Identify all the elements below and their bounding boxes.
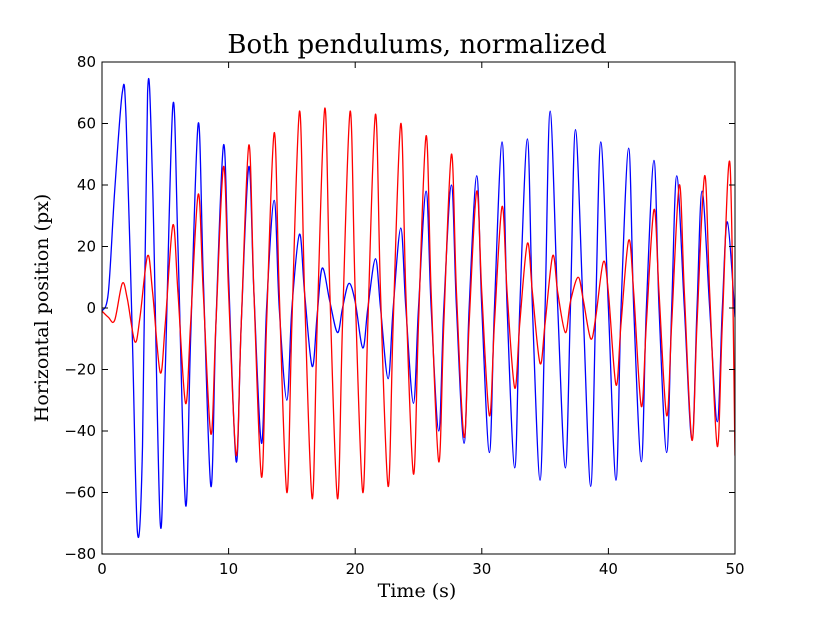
x-tick-label: 40 (599, 560, 618, 578)
y-tick-label: −80 (64, 545, 96, 563)
plot-area: 0 10 20 30 40 50 −80 −60 −40 −20 0 20 40 60 80 (64, 53, 744, 578)
y-tick-label: −60 (64, 484, 96, 502)
y-tick-label: −20 (64, 361, 96, 379)
y-tick-label: 20 (77, 238, 96, 256)
x-tick-label: 20 (346, 560, 365, 578)
series-line-2 (102, 107, 735, 500)
y-tick-label: 0 (86, 299, 96, 317)
y-tick-label: −40 (64, 422, 96, 440)
x-axis-label: Time (s) (378, 580, 457, 602)
chart-title: Both pendulums, normalized (227, 30, 606, 60)
x-tick-label: 50 (725, 560, 744, 578)
y-tick-label: 40 (77, 176, 96, 194)
series-line-1 (102, 77, 735, 539)
y-tick-label: 60 (77, 115, 96, 133)
y-tick-label: 80 (77, 53, 96, 71)
x-tick-label: 10 (219, 560, 238, 578)
x-tick-label: 30 (472, 560, 491, 578)
x-tick-label: 0 (97, 560, 107, 578)
y-axis-label: Horizontal position (px) (31, 194, 53, 423)
